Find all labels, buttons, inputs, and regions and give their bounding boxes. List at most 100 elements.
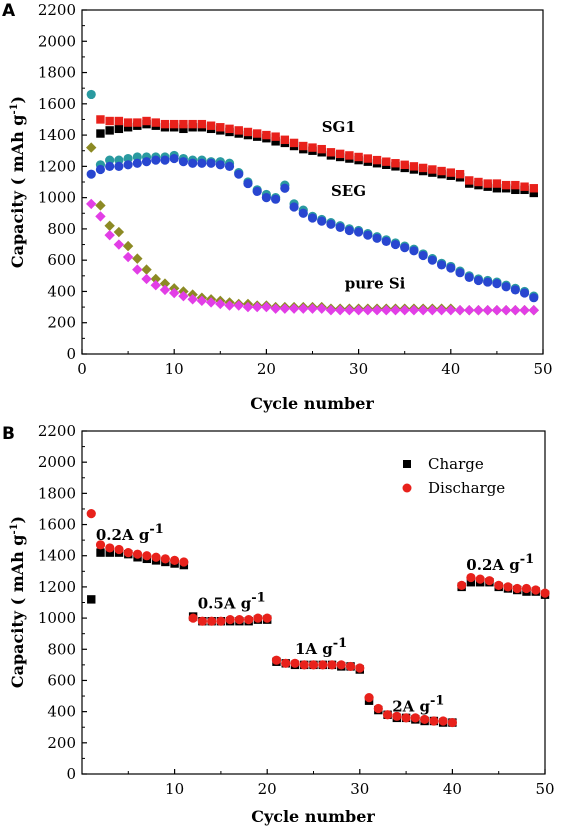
panel-a-point-sg1 <box>289 138 299 148</box>
panel-a-point-sg1 <box>105 116 114 126</box>
panel-a-x-tick-label: 40 <box>441 360 460 378</box>
panel-a-point-sg1 <box>170 119 179 129</box>
panel-a-y-axis-title-end: ) <box>8 96 27 104</box>
panel-b-letter: B <box>2 424 15 444</box>
panel-a-y-tick-label: 400 <box>47 282 76 300</box>
panel-b-point-discharge <box>382 710 393 720</box>
panel-a-point-pure-si <box>113 239 125 250</box>
panel-a-point-pure-si <box>325 305 337 316</box>
panel-a-point-sg1 <box>326 148 336 157</box>
panel-a-point-pure-si <box>159 284 171 296</box>
panel-a-point-sg1 <box>335 149 345 159</box>
panel-b-y-tick-label: 600 <box>47 671 76 689</box>
legend-charge-swatch <box>403 460 411 468</box>
panel-b-point-discharge <box>438 716 448 726</box>
panel-a-point-sg1 <box>234 126 243 135</box>
panel-a-point-sg1 <box>511 185 520 195</box>
panel-b-point-charge <box>96 548 105 557</box>
panel-a-y-tick-label: 0 <box>66 345 76 363</box>
panel-a-point-pure-si <box>104 229 115 241</box>
panel-a-point-seg <box>492 279 502 289</box>
panel-a-point-sg1 <box>354 152 363 162</box>
panel-a-point-seg <box>400 243 410 253</box>
panel-b-y-tick-label: 1600 <box>38 516 76 534</box>
panel-a-point-sg1 <box>483 179 492 188</box>
panel-a-annotation: pure Si <box>345 274 406 292</box>
panel-b-point-discharge <box>494 580 504 590</box>
panel-a-point-seg <box>446 263 456 273</box>
legend-charge-label: Charge <box>428 455 484 473</box>
panel-a-point-sg1 <box>363 154 373 163</box>
panel-b-y-axis-title-end: ) <box>8 516 27 524</box>
panel-a-point-pure-si <box>510 305 521 316</box>
panel-a-point-pure-si <box>86 198 97 210</box>
panel-b-point-discharge <box>512 583 522 594</box>
panel-a-point-pure-si <box>482 305 493 316</box>
panel-a-point-pure-si <box>242 301 254 313</box>
panel-a-point-seg <box>519 288 530 298</box>
panel-b-axes: 0 200 400 600 800 1000 1200 1400 1600 1800 2000 220… <box>38 422 555 798</box>
panel-b-x-tick-label: 20 <box>258 780 277 798</box>
panel-a-point-pure-si <box>104 220 115 231</box>
panel-a-point-sg1 <box>142 116 151 126</box>
panel-a-point-pure-si <box>528 305 539 316</box>
panel-a-point-sg1 <box>446 168 455 177</box>
panel-a-point-seg <box>510 285 520 295</box>
panel-a-point-seg <box>317 216 327 226</box>
panel-a-point-pure-si <box>233 300 244 311</box>
panel-a-x-tick-label: 10 <box>165 360 184 378</box>
panel-a-x-tick-label: 50 <box>533 360 552 378</box>
panel-a-point-sg1 <box>123 118 133 127</box>
panel-a-point-seg <box>160 155 170 165</box>
panel-a-axes: 0200400600800100012001400160018002000220… <box>38 1 553 378</box>
panel-a-point-sg1 <box>455 169 465 179</box>
panel-a-point-pure-si <box>473 305 484 316</box>
panel-a-point-pure-si <box>316 303 327 314</box>
panel-b-y-axis-title-main: Capacity ( mAh g <box>8 535 27 689</box>
panel-a-point-seg <box>86 169 96 179</box>
panel-a-point-seg <box>234 169 244 179</box>
panel-a-annotation: SEG <box>331 182 366 200</box>
panel-b-point-discharge <box>521 583 532 594</box>
panel-a-y-tick-label: 1400 <box>38 126 76 144</box>
panel-b-x-tick-label: 10 <box>165 780 184 798</box>
panel-a-point-seg <box>86 89 96 100</box>
panel-b-point-discharge <box>95 540 106 550</box>
panel-a-point-seg <box>529 293 539 303</box>
panel-a-point-seg <box>188 158 198 168</box>
panel-b-point-discharge <box>364 693 374 703</box>
panel-b-point-discharge <box>475 574 485 584</box>
panel-a-point-sg1 <box>317 144 326 154</box>
panel-a-point-seg <box>261 193 271 203</box>
panel-a-point-pure-si <box>86 142 97 153</box>
panel-b-point-discharge <box>290 658 300 668</box>
panel-b-x-tick-label: 50 <box>535 780 554 798</box>
panel-b-point-discharge <box>132 549 143 559</box>
panel-a-x-tick-label: 20 <box>257 360 276 378</box>
panel-a-point-pure-si <box>491 305 503 316</box>
panel-a-point-seg <box>409 246 419 256</box>
panel-a-point-sg1 <box>501 180 511 190</box>
panel-b-point-discharge <box>447 717 457 728</box>
panel-b-annotation: 0.2A g-1 <box>96 522 164 544</box>
panel-a-y-tick-label: 1200 <box>38 157 76 175</box>
panel-b-point-discharge <box>540 588 550 598</box>
panel-b-x-tick-label: 40 <box>443 780 462 798</box>
panel-a-y-axis-title: Capacity ( mAh g-1) <box>8 96 27 268</box>
panel-b-point-discharge <box>420 714 430 725</box>
panel-a-point-sg1 <box>114 116 124 126</box>
panel-a-point-seg <box>372 233 382 243</box>
panel-a-point-seg <box>501 282 511 292</box>
panel-a-letter: A <box>2 1 16 21</box>
panel-a-point-sg1 <box>428 165 437 174</box>
panel-a-point-sg1 <box>252 129 262 138</box>
panel-a-point-sg1 <box>465 176 474 185</box>
panel-a-point-pure-si <box>169 287 180 299</box>
panel-b-annotation: 0.5A g-1 <box>198 591 266 613</box>
panel-b-point-discharge <box>234 615 245 625</box>
panel-a-point-pure-si <box>519 305 530 316</box>
panel-a-point-pure-si <box>454 305 466 316</box>
panel-b-y-tick-label: 800 <box>47 640 76 658</box>
panel-a-point-pure-si <box>344 305 355 316</box>
panel-b-annotation: 1A g-1 <box>295 636 347 658</box>
